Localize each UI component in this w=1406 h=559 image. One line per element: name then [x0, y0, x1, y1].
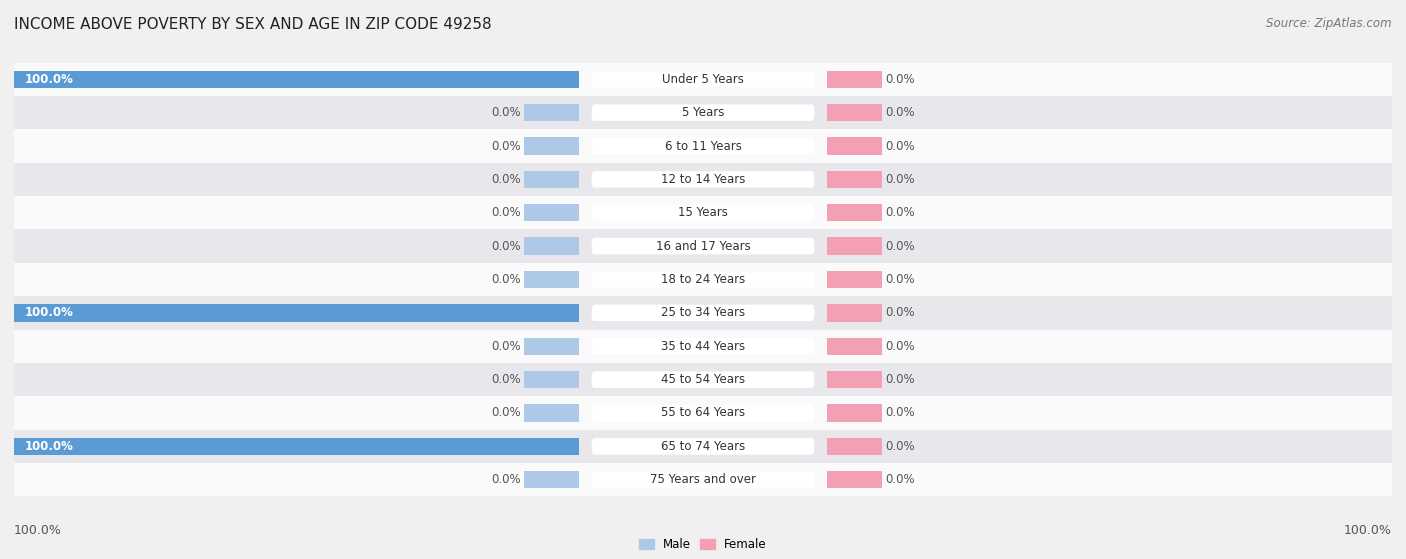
Text: 0.0%: 0.0%: [491, 473, 520, 486]
Bar: [827, 438, 882, 455]
FancyBboxPatch shape: [592, 138, 814, 154]
Text: 100.0%: 100.0%: [24, 73, 73, 86]
Text: 35 to 44 Years: 35 to 44 Years: [661, 340, 745, 353]
FancyBboxPatch shape: [592, 271, 814, 288]
Text: 0.0%: 0.0%: [491, 373, 520, 386]
FancyBboxPatch shape: [592, 105, 814, 121]
Text: Source: ZipAtlas.com: Source: ZipAtlas.com: [1267, 17, 1392, 30]
Bar: [827, 238, 882, 255]
Text: 55 to 64 Years: 55 to 64 Years: [661, 406, 745, 419]
Text: 0.0%: 0.0%: [491, 173, 520, 186]
Text: 0.0%: 0.0%: [886, 440, 915, 453]
Bar: [827, 371, 882, 389]
Text: 0.0%: 0.0%: [886, 306, 915, 319]
Bar: [524, 271, 579, 288]
Text: 0.0%: 0.0%: [886, 140, 915, 153]
Text: 0.0%: 0.0%: [886, 106, 915, 119]
Text: 0.0%: 0.0%: [491, 406, 520, 419]
Bar: [14, 304, 579, 321]
Text: 0.0%: 0.0%: [886, 273, 915, 286]
Text: 75 Years and over: 75 Years and over: [650, 473, 756, 486]
Text: 16 and 17 Years: 16 and 17 Years: [655, 240, 751, 253]
Bar: [14, 229, 1392, 263]
FancyBboxPatch shape: [592, 238, 814, 254]
Text: 0.0%: 0.0%: [886, 473, 915, 486]
Text: 18 to 24 Years: 18 to 24 Years: [661, 273, 745, 286]
Text: 0.0%: 0.0%: [886, 373, 915, 386]
Text: INCOME ABOVE POVERTY BY SEX AND AGE IN ZIP CODE 49258: INCOME ABOVE POVERTY BY SEX AND AGE IN Z…: [14, 17, 492, 32]
Text: 6 to 11 Years: 6 to 11 Years: [665, 140, 741, 153]
Bar: [524, 371, 579, 389]
Bar: [14, 163, 1392, 196]
Bar: [524, 138, 579, 155]
Bar: [14, 330, 1392, 363]
Bar: [827, 271, 882, 288]
Text: 100.0%: 100.0%: [14, 524, 62, 537]
FancyBboxPatch shape: [592, 205, 814, 221]
Bar: [14, 396, 1392, 430]
FancyBboxPatch shape: [592, 471, 814, 488]
Bar: [827, 404, 882, 421]
Bar: [827, 304, 882, 321]
Text: 0.0%: 0.0%: [491, 273, 520, 286]
Text: 0.0%: 0.0%: [886, 73, 915, 86]
Text: 0.0%: 0.0%: [886, 406, 915, 419]
Text: 100.0%: 100.0%: [1344, 524, 1392, 537]
Bar: [827, 471, 882, 489]
Bar: [14, 463, 1392, 496]
FancyBboxPatch shape: [592, 305, 814, 321]
FancyBboxPatch shape: [592, 71, 814, 88]
Bar: [524, 170, 579, 188]
Legend: Male, Female: Male, Female: [640, 538, 766, 551]
Bar: [524, 404, 579, 421]
Bar: [14, 296, 1392, 330]
Bar: [827, 204, 882, 221]
Bar: [14, 363, 1392, 396]
Text: Under 5 Years: Under 5 Years: [662, 73, 744, 86]
Bar: [14, 63, 1392, 96]
Text: 0.0%: 0.0%: [491, 106, 520, 119]
Text: 25 to 34 Years: 25 to 34 Years: [661, 306, 745, 319]
Text: 15 Years: 15 Years: [678, 206, 728, 219]
FancyBboxPatch shape: [592, 438, 814, 454]
Text: 5 Years: 5 Years: [682, 106, 724, 119]
Text: 0.0%: 0.0%: [886, 206, 915, 219]
Bar: [524, 338, 579, 355]
FancyBboxPatch shape: [592, 371, 814, 388]
Bar: [827, 170, 882, 188]
FancyBboxPatch shape: [592, 338, 814, 354]
Text: 12 to 14 Years: 12 to 14 Years: [661, 173, 745, 186]
Text: 0.0%: 0.0%: [886, 240, 915, 253]
Bar: [524, 104, 579, 121]
Text: 0.0%: 0.0%: [491, 340, 520, 353]
Bar: [14, 96, 1392, 129]
Bar: [14, 129, 1392, 163]
Bar: [14, 70, 579, 88]
Text: 0.0%: 0.0%: [886, 173, 915, 186]
Text: 100.0%: 100.0%: [24, 306, 73, 319]
Text: 0.0%: 0.0%: [886, 340, 915, 353]
Bar: [827, 104, 882, 121]
Bar: [827, 138, 882, 155]
FancyBboxPatch shape: [592, 405, 814, 421]
Bar: [524, 471, 579, 489]
Bar: [827, 338, 882, 355]
Bar: [14, 196, 1392, 229]
Text: 65 to 74 Years: 65 to 74 Years: [661, 440, 745, 453]
Text: 0.0%: 0.0%: [491, 240, 520, 253]
FancyBboxPatch shape: [592, 171, 814, 188]
Text: 0.0%: 0.0%: [491, 206, 520, 219]
Bar: [14, 438, 579, 455]
Text: 0.0%: 0.0%: [491, 140, 520, 153]
Bar: [524, 204, 579, 221]
Bar: [14, 430, 1392, 463]
Bar: [827, 70, 882, 88]
Bar: [524, 238, 579, 255]
Bar: [14, 263, 1392, 296]
Text: 100.0%: 100.0%: [24, 440, 73, 453]
Text: 45 to 54 Years: 45 to 54 Years: [661, 373, 745, 386]
